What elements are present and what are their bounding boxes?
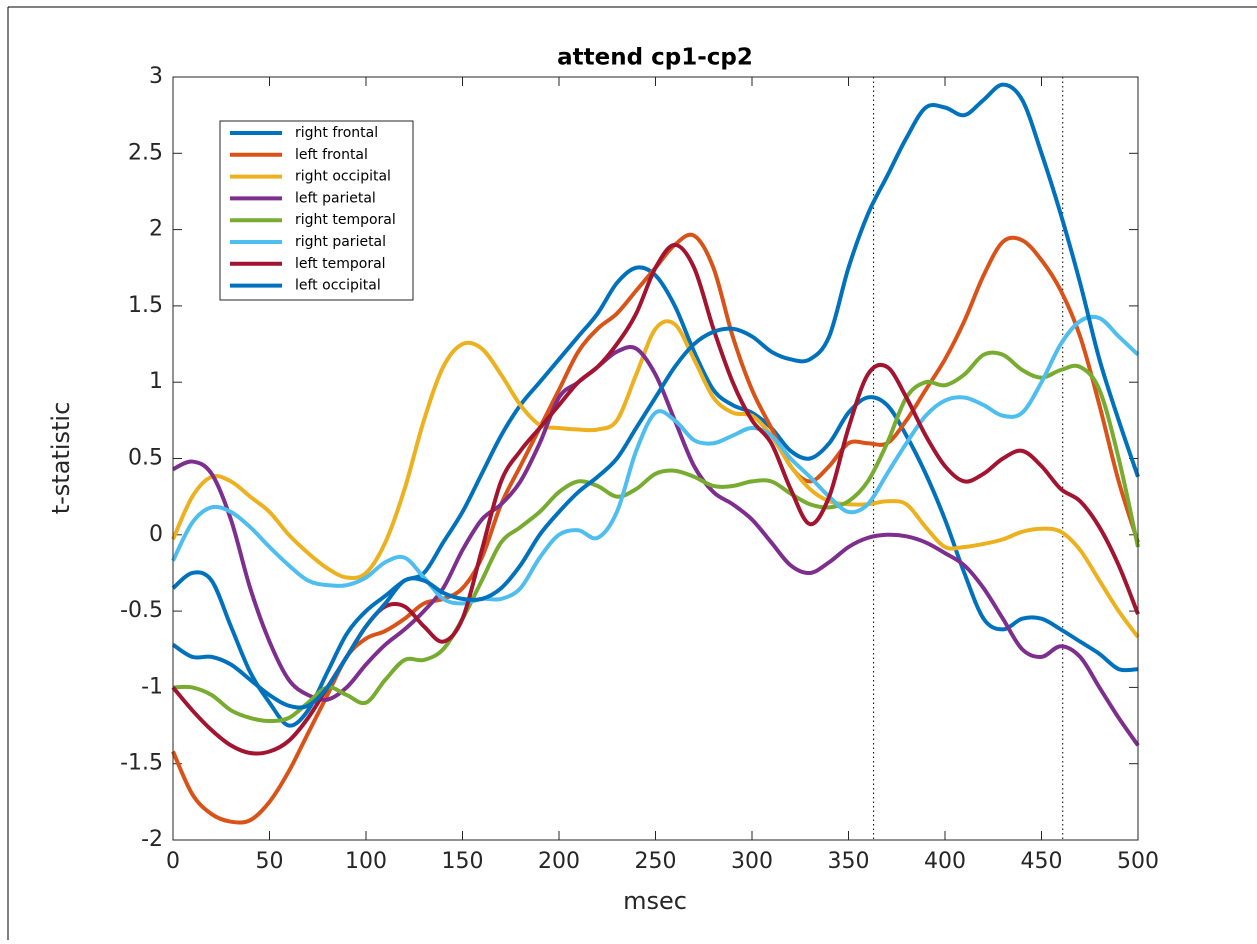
x-tick-label: 100 xyxy=(345,849,387,874)
series-line xyxy=(171,82,1140,710)
x-tick-label: 250 xyxy=(635,849,677,874)
series-line xyxy=(171,265,1139,728)
y-tick-label: 0.5 xyxy=(128,446,163,471)
y-tick-label: 1 xyxy=(149,369,163,394)
y-axis-label: t-statistic xyxy=(47,402,75,515)
x-tick-label: 150 xyxy=(442,849,484,874)
y-tick-label: 3 xyxy=(149,64,163,89)
x-axis-label: msec xyxy=(623,887,687,915)
plot-frame xyxy=(172,76,1139,841)
y-tick-label: 1.5 xyxy=(128,293,163,318)
x-tick-label: 500 xyxy=(1117,849,1159,874)
y-tick-label: -1.5 xyxy=(120,751,163,776)
x-tick-label: 200 xyxy=(538,849,580,874)
x-tick-label: 0 xyxy=(166,849,180,874)
legend-box xyxy=(219,120,414,301)
series-line xyxy=(172,345,1140,747)
y-tick-label: 2 xyxy=(149,217,163,242)
legend-label: left parietal xyxy=(295,190,376,206)
x-tick-label: 50 xyxy=(256,849,284,874)
legend-label: right temporal xyxy=(295,212,396,228)
y-tick-label: -1 xyxy=(141,674,163,699)
series-line xyxy=(171,319,1140,639)
legend-label: right frontal xyxy=(295,125,378,141)
legend-label: left temporal xyxy=(295,256,386,272)
legend: right frontal left frontal right occipital… xyxy=(219,120,414,301)
y-tick-label: 2.5 xyxy=(128,140,163,165)
x-tick-label: 400 xyxy=(924,849,966,874)
legend-label: left frontal xyxy=(295,147,368,163)
y-tick-label: -2 xyxy=(141,827,163,852)
y-tick-label: 0 xyxy=(149,522,163,547)
legend-label: right parietal xyxy=(295,234,386,250)
x-tick-label: 300 xyxy=(731,849,773,874)
x-tick-label: 450 xyxy=(1021,849,1063,874)
series-line xyxy=(171,314,1140,606)
y-tick-label: -0.5 xyxy=(120,598,163,623)
legend-label: right occipital xyxy=(295,169,391,185)
x-tick-label: 350 xyxy=(828,849,870,874)
chart-title: attend cp1-cp2 xyxy=(557,45,753,71)
legend-label: left occipital xyxy=(295,278,381,294)
series-line xyxy=(172,350,1140,723)
